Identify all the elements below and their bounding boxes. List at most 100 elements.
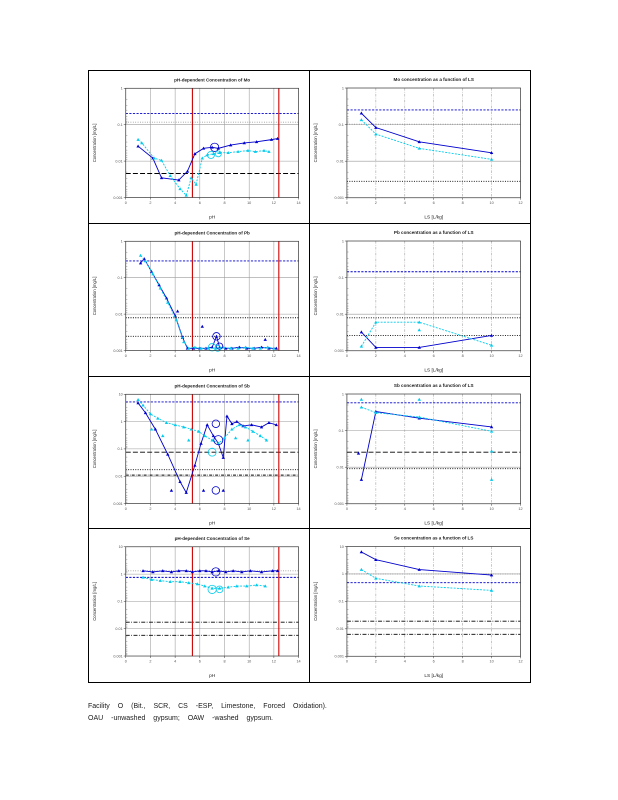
svg-text:6: 6 — [432, 354, 434, 358]
svg-text:4: 4 — [403, 507, 405, 511]
svg-text:0.001: 0.001 — [113, 501, 122, 505]
svg-text:1: 1 — [341, 239, 343, 243]
svg-text:0: 0 — [125, 660, 127, 664]
svg-text:0.1: 0.1 — [118, 276, 123, 280]
svg-text:8: 8 — [223, 201, 225, 205]
svg-text:pH: pH — [209, 520, 216, 526]
chart-svg-ph-pb: 0 2 4 6 8 10 12 14 1 0.1 0.01 0.001 pH-dependent Con… — [92, 230, 301, 373]
svg-text:0.01: 0.01 — [115, 312, 122, 316]
chart-cell-ph-se: 0 2 4 6 8 10 12 14 10 1 0.1 0.01 0.001 pH-dependent C… — [89, 529, 310, 682]
svg-text:12: 12 — [518, 507, 522, 511]
svg-text:0.001: 0.001 — [113, 196, 122, 200]
svg-text:0: 0 — [125, 506, 127, 510]
svg-text:8: 8 — [223, 660, 225, 664]
svg-text:Concentration [mg/L]: Concentration [mg/L] — [92, 582, 97, 621]
svg-text:Concentration [mg/L]: Concentration [mg/L] — [312, 123, 317, 162]
svg-text:pH-dependent Concentration of: pH-dependent Concentration of Mo — [174, 77, 250, 82]
svg-text:pH: pH — [209, 367, 216, 373]
svg-text:6: 6 — [432, 201, 434, 205]
svg-text:0.1: 0.1 — [338, 600, 343, 604]
svg-text:4: 4 — [174, 506, 176, 510]
svg-text:6: 6 — [199, 201, 201, 205]
svg-text:LS [L/kg]: LS [L/kg] — [424, 215, 443, 221]
svg-text:0.1: 0.1 — [118, 600, 123, 604]
svg-text:12: 12 — [518, 354, 522, 358]
svg-text:2: 2 — [374, 660, 376, 664]
svg-text:Sb concentration as a function: Sb concentration as a function of LS — [393, 383, 473, 388]
svg-text:LS [L/kg]: LS [L/kg] — [424, 673, 443, 679]
svg-text:Pb concentration as a function: Pb concentration as a function of LS — [393, 230, 473, 235]
svg-text:0.01: 0.01 — [336, 159, 343, 163]
chart-svg-ls-pb: 0 2 4 6 8 10 12 1 0.1 0.01 0.001 Pb concentration a… — [312, 230, 522, 374]
svg-text:1: 1 — [121, 573, 123, 577]
svg-text:0.001: 0.001 — [113, 349, 122, 353]
svg-text:2: 2 — [149, 660, 151, 664]
svg-text:12: 12 — [272, 354, 276, 358]
svg-text:10: 10 — [247, 201, 251, 205]
caption-line-2: OAU -unwashed gypsum; OAW -washed gypsum… — [88, 714, 273, 722]
svg-text:0.1: 0.1 — [338, 276, 343, 280]
svg-text:6: 6 — [432, 507, 434, 511]
svg-text:Concentration [mg/L]: Concentration [mg/L] — [312, 276, 317, 315]
chart-svg-ph-se: 0 2 4 6 8 10 12 14 10 1 0.1 0.01 0.001 pH-dependent C… — [92, 536, 301, 679]
svg-text:12: 12 — [272, 201, 276, 205]
svg-text:Concentration [mg/L]: Concentration [mg/L] — [92, 276, 97, 315]
svg-text:Concentration [mg/L]: Concentration [mg/L] — [312, 429, 317, 468]
svg-text:10: 10 — [247, 354, 251, 358]
svg-text:4: 4 — [174, 354, 176, 358]
chart-svg-ph-mo: 0 2 4 6 8 10 12 14 1 0.1 0.01 0.001 pH-dependent Con… — [92, 77, 301, 220]
svg-text:pH-dependent Concentration of: pH-dependent Concentration of Pb — [175, 230, 250, 235]
figure-caption: Facility O (Bit., SCR, CS -ESP, Limeston… — [88, 701, 428, 724]
svg-text:0.01: 0.01 — [336, 312, 343, 316]
svg-text:0.01: 0.01 — [115, 627, 122, 631]
svg-text:0.01: 0.01 — [336, 627, 343, 631]
svg-text:14: 14 — [296, 201, 300, 205]
svg-text:1: 1 — [341, 86, 343, 90]
svg-text:6: 6 — [199, 506, 201, 510]
svg-text:pH-dependent Concentration of: pH-dependent Concentration of Sb — [175, 383, 250, 388]
chart-cell-ph-mo: 0 2 4 6 8 10 12 14 1 0.1 0.01 0.001 pH-dependent Con… — [89, 71, 310, 224]
chart-cell-ls-mo: 0 2 4 6 8 10 12 1 0.1 0.01 0.001 Mo concentration a… — [309, 71, 530, 224]
svg-text:8: 8 — [223, 354, 225, 358]
svg-text:12: 12 — [272, 506, 276, 510]
svg-text:Concentration [mg/L]: Concentration [mg/L] — [92, 124, 97, 163]
svg-text:8: 8 — [461, 201, 463, 205]
chart-svg-ls-se: 0 2 4 6 8 10 12 10 1 0.1 0.01 0.001 Se concentration… — [312, 536, 522, 680]
svg-text:1: 1 — [121, 239, 123, 243]
svg-text:10: 10 — [119, 392, 123, 396]
chart-cell-ph-sb: 0 2 4 6 8 10 12 14 10 1 0.1 0.01 0.001 pH-dependent C… — [89, 376, 310, 530]
svg-text:0.001: 0.001 — [113, 655, 122, 659]
svg-text:0.1: 0.1 — [118, 123, 123, 127]
svg-text:6: 6 — [199, 660, 201, 664]
svg-text:12: 12 — [518, 201, 522, 205]
svg-text:10: 10 — [489, 660, 493, 664]
svg-text:10: 10 — [247, 660, 251, 664]
chart-cell-ls-se: 0 2 4 6 8 10 12 10 1 0.1 0.01 0.001 Se concentration… — [309, 529, 530, 682]
svg-text:10: 10 — [489, 507, 493, 511]
svg-text:4: 4 — [403, 660, 405, 664]
svg-text:0: 0 — [345, 354, 347, 358]
svg-text:0.001: 0.001 — [334, 655, 343, 659]
svg-text:Concentration [mg/L]: Concentration [mg/L] — [312, 582, 317, 621]
svg-text:2: 2 — [149, 354, 151, 358]
svg-text:4: 4 — [174, 201, 176, 205]
svg-text:8: 8 — [461, 507, 463, 511]
svg-text:10: 10 — [247, 506, 251, 510]
svg-text:8: 8 — [461, 660, 463, 664]
svg-text:0: 0 — [125, 201, 127, 205]
svg-text:4: 4 — [403, 354, 405, 358]
svg-text:0.1: 0.1 — [118, 447, 123, 451]
svg-text:0.1: 0.1 — [338, 428, 343, 432]
svg-text:12: 12 — [272, 660, 276, 664]
svg-text:6: 6 — [199, 354, 201, 358]
chart-cell-ls-pb: 0 2 4 6 8 10 12 1 0.1 0.01 0.001 Pb concentration a… — [309, 223, 530, 377]
svg-text:pH-dependent Concentration of: pH-dependent Concentration of Se — [175, 536, 250, 541]
svg-text:1: 1 — [121, 87, 123, 91]
chart-svg-ls-mo: 0 2 4 6 8 10 12 1 0.1 0.01 0.001 Mo concentration a… — [312, 77, 522, 221]
svg-text:0: 0 — [345, 507, 347, 511]
svg-text:10: 10 — [489, 354, 493, 358]
svg-text:2: 2 — [149, 201, 151, 205]
chart-svg-ph-sb: 0 2 4 6 8 10 12 14 10 1 0.1 0.01 0.001 pH-dependent C… — [92, 383, 301, 526]
svg-text:2: 2 — [374, 201, 376, 205]
svg-text:10: 10 — [489, 201, 493, 205]
